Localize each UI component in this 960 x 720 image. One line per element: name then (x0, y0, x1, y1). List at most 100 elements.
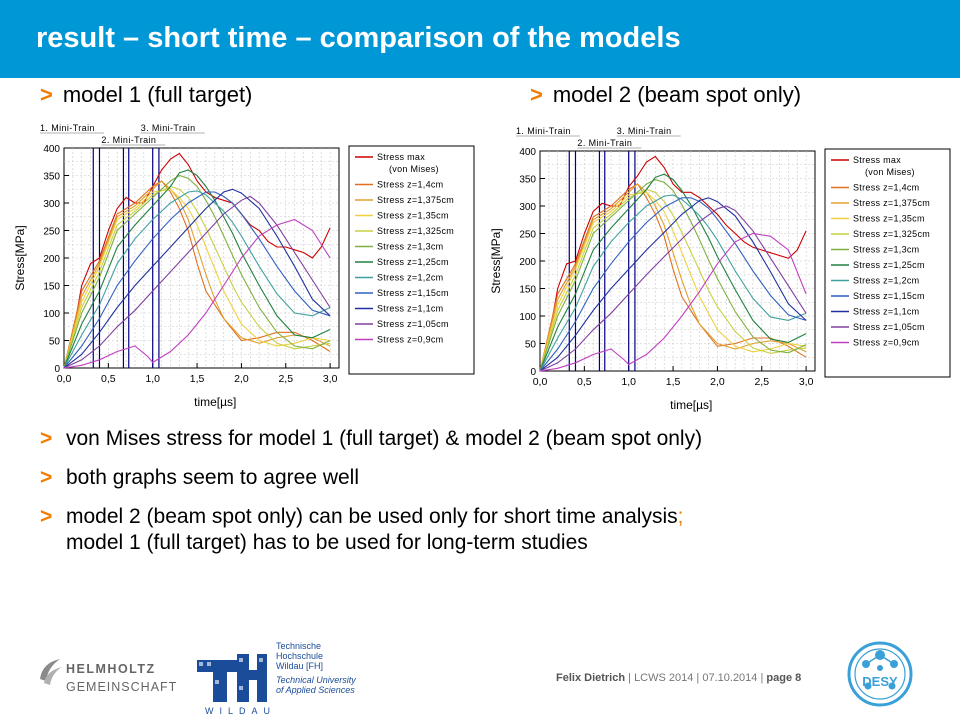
legend-label: Stress z=1,325cm (377, 226, 454, 236)
th-text-line: Technische (276, 641, 322, 651)
th-wildau-text: WILDAU (205, 706, 277, 716)
chart-model-1: 0 50 100 150 200 250 300 350 400 0,0 0,5 1,0 1,5 2,0 2… (13, 123, 475, 409)
legend-label: Stress z=1,1cm (377, 304, 443, 314)
y-tick-label: 300 (43, 199, 60, 210)
desy-logo-icon: DESY (847, 641, 913, 707)
mini-train-label: 3. Mini-Train (141, 123, 196, 133)
mini-train-label: 3. Mini-Train (617, 126, 672, 136)
y-tick-label: 50 (49, 337, 61, 348)
arrow-bullet-icon: > (40, 466, 53, 489)
legend-label: Stress z=0,9cm (853, 338, 919, 348)
legend-label: Stress z=1,375cm (853, 198, 930, 208)
x-tick-label: 2,0 (710, 376, 725, 388)
x-tick-label: 1,5 (666, 376, 681, 388)
y-axis-label: Stress[MPa] (13, 225, 27, 290)
subheading-model-2: > model 2 (beam spot only) (530, 82, 801, 108)
series-line (539, 173, 807, 372)
arrow-bullet-icon: > (40, 82, 53, 107)
series-line (63, 195, 331, 369)
y-tick-label: 50 (525, 340, 537, 351)
legend-label: Stress z=1,15cm (853, 291, 925, 301)
arrow-bullet-icon: > (40, 505, 53, 528)
th-text-english: Technical University of Applied Sciences (276, 675, 356, 695)
helmholtz-mark-icon (40, 659, 62, 685)
y-tick-label: 0 (530, 367, 536, 378)
legend-label: Stress z=1,2cm (853, 276, 919, 286)
series-line (63, 188, 331, 369)
legend-label: Stress z=1,375cm (377, 195, 454, 205)
subheading-model-1-label: model 1 (full target) (62, 82, 253, 107)
desy-text: DESY (862, 674, 898, 689)
x-tick-label: 1,5 (190, 373, 205, 385)
y-tick-label: 100 (43, 309, 60, 320)
y-tick-label: 200 (43, 254, 60, 265)
series-line (63, 191, 331, 369)
legend-label: Stress z=1,05cm (853, 322, 925, 332)
series-line (63, 180, 331, 369)
arrow-bullet-icon: > (530, 82, 543, 107)
x-tick-label: 0,5 (577, 376, 592, 388)
chart-model-2: 0 50 100 150 200 250 300 350 400 0,0 0,5 1,0 1,5 2,0 2… (489, 126, 951, 412)
legend-label: Stress z=1,15cm (377, 288, 449, 298)
x-tick-label: 2,5 (278, 373, 293, 385)
footer-page-number: page 8 (766, 672, 802, 684)
bullet-text-continued: model 1 (full target) has to be used for… (66, 531, 588, 554)
legend-label: Stress max (853, 155, 901, 165)
legend-label: Stress z=1,325cm (853, 229, 930, 239)
mini-train-label: 2. Mini-Train (577, 138, 632, 148)
series-line (539, 197, 807, 372)
mini-train-label: 1. Mini-Train (516, 126, 571, 136)
th-text-line: Technical University (276, 675, 356, 685)
helmholtz-logo (36, 653, 186, 703)
y-tick-label: 100 (519, 312, 536, 323)
th-text-german: Technische Hochschule Wildau [FH] (276, 641, 323, 671)
legend-label: (von Mises) (865, 167, 915, 177)
bullet-text: model 2 (beam spot only) can be used onl… (66, 505, 678, 528)
mini-train-label: 1. Mini-Train (40, 123, 95, 133)
legend-label: Stress z=0,9cm (377, 335, 443, 345)
legend-label: Stress z=1,4cm (377, 180, 443, 190)
x-tick-label: 2,0 (234, 373, 249, 385)
y-tick-label: 200 (519, 257, 536, 268)
bullet-item: > model 2 (beam spot only) can be used on… (40, 504, 940, 556)
bullet-item: > both graphs seem to agree well (40, 465, 940, 491)
x-tick-label: 3,0 (799, 376, 814, 388)
x-tick-label: 1,0 (145, 373, 160, 385)
y-tick-label: 250 (519, 230, 536, 241)
x-tick-label: 1,0 (621, 376, 636, 388)
legend-label: Stress z=1,35cm (853, 214, 925, 224)
x-tick-label: 0,0 (57, 373, 72, 385)
footer-separator: | (757, 672, 767, 684)
th-wildau-logo-icon (197, 654, 267, 702)
y-tick-label: 300 (519, 202, 536, 213)
series-line (63, 169, 331, 369)
helmholtz-text: HELMHOLTZ (66, 662, 156, 676)
bullet-text: both graphs seem to agree well (66, 466, 360, 489)
legend-label: Stress z=1,4cm (853, 183, 919, 193)
subheading-model-1: > model 1 (full target) (40, 82, 252, 108)
series-line (539, 197, 807, 372)
legend-label: Stress z=1,3cm (853, 245, 919, 255)
y-tick-label: 400 (43, 144, 60, 155)
y-tick-label: 350 (43, 172, 60, 183)
x-axis-label: time[µs] (670, 398, 712, 412)
x-axis-label: time[µs] (194, 395, 236, 409)
series-line (63, 188, 331, 369)
x-tick-label: 0,0 (533, 376, 548, 388)
bullet-item: > von Mises stress for model 1 (full targ… (40, 426, 940, 452)
th-text-line: of Applied Sciences (276, 685, 355, 695)
x-tick-label: 2,5 (754, 376, 769, 388)
footer-event: LCWS 2014 (634, 672, 694, 684)
series-line (63, 152, 331, 369)
series-line (63, 185, 331, 369)
series-line (539, 232, 807, 372)
legend-label: Stress z=1,3cm (377, 242, 443, 252)
legend-label: (von Mises) (389, 164, 439, 174)
y-tick-label: 400 (519, 147, 536, 158)
bullet-text: von Mises stress for model 1 (full targe… (66, 427, 703, 450)
y-tick-label: 0 (54, 364, 60, 375)
legend-label: Stress z=1,05cm (377, 319, 449, 329)
legend-label: Stress z=1,2cm (377, 273, 443, 283)
legend-label: Stress max (377, 152, 425, 162)
series-line (539, 205, 807, 372)
